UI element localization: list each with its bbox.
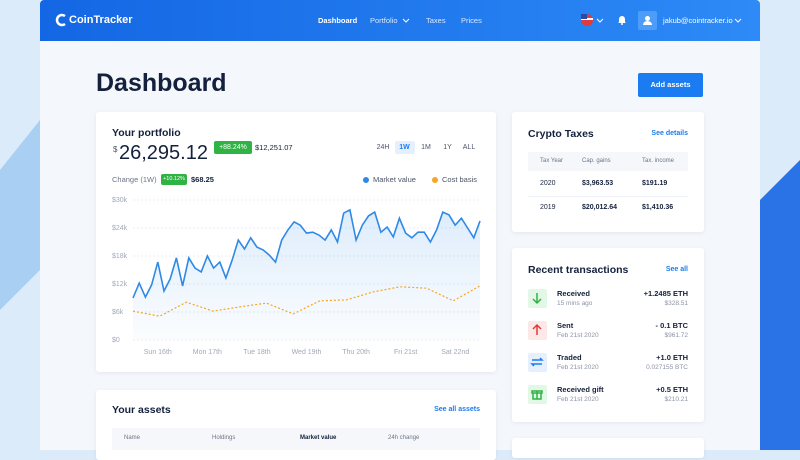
x-tick-label: Mon 17th [193, 349, 222, 356]
range-button[interactable]: ALL [462, 144, 476, 151]
transaction-fiat: 0.027155 BTC [646, 364, 688, 371]
assets-column-header[interactable]: Market value [300, 435, 337, 441]
transaction-fiat: $328.51 [664, 300, 689, 307]
legend-dot [432, 177, 438, 183]
taxes-cell: $3,963.53 [582, 180, 614, 187]
taxes-header-row [528, 152, 688, 171]
nav-link[interactable]: Prices [461, 16, 482, 25]
transaction-amount: +1.2485 ETH [643, 289, 688, 298]
row-divider [528, 196, 688, 197]
transaction-icon [528, 321, 547, 340]
transaction-amount: +0.5 ETH [656, 385, 688, 394]
transaction-type: Sent [557, 321, 574, 330]
backdrop [0, 120, 800, 450]
transaction-fiat: $210.21 [664, 396, 689, 403]
page-title: Dashboard [96, 69, 227, 97]
legend-dot [363, 177, 369, 183]
y-tick-label: $24k [112, 225, 128, 232]
legend-label: Cost basis [442, 175, 477, 184]
area [133, 209, 480, 340]
taxes-column-header: Tax. income [642, 158, 675, 164]
transactions-link[interactable]: See all [665, 266, 688, 273]
assets-link[interactable]: See all assets [434, 406, 480, 413]
change-amount: $12,251.07 [255, 143, 293, 152]
flag[interactable] [580, 13, 606, 27]
user-email[interactable]: jakub@cointracker.io [663, 16, 733, 25]
assets-column-header[interactable]: Holdings [212, 435, 236, 441]
transaction-icon [528, 385, 547, 404]
transaction-date: Feb 21st 2020 [557, 364, 599, 371]
x-tick-label: Thu 20th [342, 349, 370, 356]
portfolio-chart: $0 $6k $12k $18k $24k $30k Sun 16th Mon 17th Tue… [112, 175, 481, 356]
portfolio-title: Your portfolio [112, 127, 181, 139]
transaction-type: Traded [557, 353, 582, 362]
period-change-amount: $68.25 [191, 175, 214, 184]
brand[interactable]: CoinTracker [69, 14, 133, 26]
transaction-date: 15 mins ago [557, 300, 593, 307]
taxes-cell: 2019 [540, 204, 556, 211]
transaction-icon [528, 353, 547, 372]
transaction-date: Feb 21st 2020 [557, 332, 599, 339]
add-assets-button[interactable]: Add assets [638, 73, 703, 97]
transaction-amount: +1.0 ETH [656, 353, 688, 362]
transaction-type: Received [557, 289, 590, 298]
range-button[interactable]: 1Y [443, 144, 452, 151]
chevron [734, 18, 742, 23]
assets-header-row [112, 428, 480, 450]
taxes-title: Crypto Taxes [528, 128, 594, 140]
range-button[interactable]: 1M [421, 144, 431, 151]
change-label: Change (1W) [112, 175, 157, 184]
range-button[interactable]: 1W [394, 141, 415, 154]
transactions-title: Recent transactions [528, 264, 629, 276]
line [132, 208, 481, 299]
currency: $ [113, 145, 118, 154]
y-tick-label: $18k [112, 253, 128, 260]
taxes-column-header: Tax Year [540, 158, 564, 164]
chevron [402, 18, 410, 23]
legend-label: Market value [373, 175, 416, 184]
taxes-cell: $1,410.36 [642, 204, 674, 211]
line [132, 285, 481, 317]
bell-icon[interactable] [617, 14, 627, 25]
assets-column-header[interactable]: Name [124, 435, 141, 441]
period-change-badge: +10.12% [161, 174, 187, 185]
nav-link[interactable]: Portfolio [370, 16, 398, 25]
x-tick-label: Sat 22nd [441, 349, 469, 356]
x-tick-label: Wed 19th [292, 349, 322, 356]
change-badge: +88.24% [214, 141, 252, 154]
x-tick-label: Sun 16th [144, 349, 172, 356]
transaction-type: Received gift [557, 385, 604, 394]
portfolio-value: 26,295.12 [119, 142, 208, 164]
x-tick-label: Tue 18th [243, 349, 270, 356]
taxes-cell: $20,012.64 [582, 204, 618, 211]
top-bar: CoinTracker Dashboard Portfolio Taxes Pr… [40, 0, 760, 41]
logo [55, 13, 66, 27]
nav-link[interactable]: Dashboard [318, 16, 358, 25]
assets-column-header[interactable]: 24h change [388, 435, 420, 441]
x-tick-label: Fri 21st [394, 349, 417, 356]
y-tick-label: $6k [112, 309, 124, 316]
taxes-cell: 2020 [540, 180, 556, 187]
transaction-date: Feb 21st 2020 [557, 396, 599, 403]
transaction-fiat: $961.72 [664, 332, 689, 339]
taxes-column-header: Cap. gains [582, 158, 611, 164]
taxes-card [512, 112, 704, 232]
avatar[interactable] [638, 11, 657, 30]
assets-title: Your assets [112, 404, 171, 416]
range-button[interactable]: 24H [376, 144, 390, 151]
transaction-icon [528, 289, 547, 308]
nav-link[interactable]: Taxes [426, 16, 446, 25]
y-tick-label: $12k [112, 281, 128, 288]
y-tick-label: $0 [112, 337, 120, 344]
taxes-link[interactable]: See details [651, 130, 688, 137]
y-tick-label: $30k [112, 197, 128, 204]
transaction-amount: - 0.1 BTC [655, 321, 688, 330]
taxes-cell: $191.19 [642, 180, 668, 187]
